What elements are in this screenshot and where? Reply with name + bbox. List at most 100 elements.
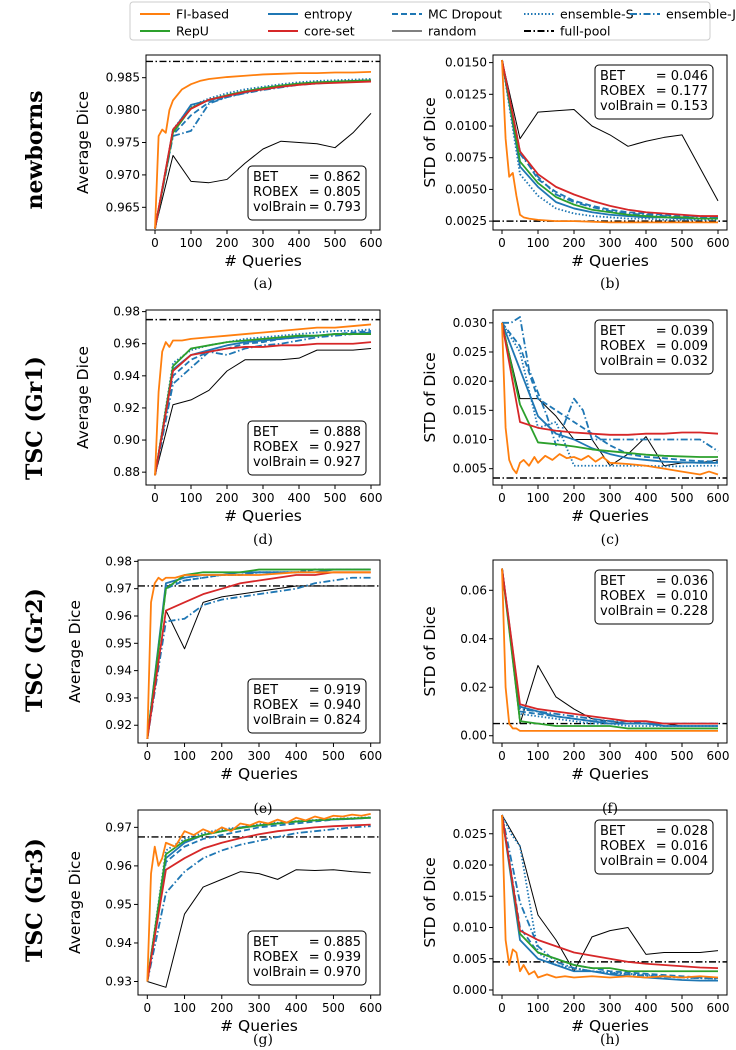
x-tick-label: 200 [563,1001,586,1015]
series-fi [501,60,718,224]
y-tick-label: 0.0100 [445,119,487,133]
y-tick-label: 0.015 [453,403,487,417]
plot-area [138,812,380,988]
y-tick-label: 0.980 [106,103,140,117]
y-tick-label: 0.95 [105,636,132,650]
x-tick-label: 0 [151,491,159,505]
legend-label-entropy: entropy [304,7,353,22]
metric-name: BET [253,935,278,950]
metric-name: volBrain [253,200,306,215]
panel-caption: (b) [600,276,620,292]
y-tick-label: 0.96 [113,337,140,351]
x-tick-label: 300 [599,749,622,763]
series-mcd [501,59,719,219]
series-entropy [501,814,718,982]
x-tick-label: 100 [527,236,550,250]
y-tick-label: 0.985 [106,71,140,85]
y-tick-label: 0.93 [105,975,132,989]
x-tick-label: 500 [324,236,347,250]
plot-area [493,568,727,732]
metric-name: volBrain [600,354,653,369]
y-tick-label: 0.94 [105,936,132,950]
x-tick-label: 300 [252,236,275,250]
x-tick-label: 500 [671,1001,694,1015]
y-tick-label: 0.06 [460,583,487,597]
y-tick-label: 0.97 [105,820,132,834]
y-tick-label: 0.98 [113,305,140,319]
series-repu [146,816,371,982]
y-axis-label: STD of Dice [421,857,439,947]
series-coreset [154,80,372,229]
y-tick-label: 0.94 [105,664,132,678]
series-ens_s [154,78,372,229]
x-axis-label: # Queries [571,1017,649,1035]
metric-value: = 0.010 [656,589,708,604]
x-tick-label: 400 [288,491,311,505]
series-random [154,112,372,229]
x-tick-label: 100 [527,749,550,763]
series-coreset [146,823,371,982]
metric-name: ROBEX [253,698,298,713]
metrics-box-frame [594,819,714,875]
series-ens_js [501,59,718,219]
y-tick-label: 0.0125 [445,87,487,101]
row-label: TSC (Gr2) [22,588,48,712]
x-axis-label: # Queries [224,252,302,270]
y-tick-label: 0.020 [453,374,487,388]
chart-panel-a: 0 100 200 300 400 500 600 0.965 0.970 0.975 0.980 0… [74,54,382,292]
series-ens_js [146,825,371,982]
metric-value: = 0.153 [656,99,708,114]
panel-caption: (e) [253,801,272,817]
y-tick-label: 0.0025 [445,214,487,228]
metric-name: ROBEX [600,839,645,854]
chart-panel-h: 0 100 200 300 400 500 600 0.000 0.005 0.010 0.015 0… [421,809,730,1048]
x-axis-label: # Queries [571,507,649,525]
legend-label-mcd: MC Dropout [428,7,502,22]
metric-value: = 0.046 [656,69,708,84]
panel-caption: (h) [600,1032,620,1048]
series-random [501,814,719,972]
y-tick-label: 0.0050 [445,182,487,196]
x-tick-label: 500 [671,236,694,250]
chart-panel-c: 0 100 200 300 400 500 600 0.005 0.010 0.015 0.020 0… [421,309,729,548]
series-coreset [154,341,372,476]
series-random [147,869,371,988]
x-tick-label: 300 [599,1001,622,1015]
y-axis-label: Average Dice [74,91,92,194]
x-tick-label: 300 [248,749,271,763]
metrics-box-frame [594,319,714,375]
x-axis-label: # Queries [220,765,298,783]
x-tick-label: 0 [498,236,506,250]
metric-name: BET [253,425,278,440]
metric-value: = 0.888 [309,425,361,440]
x-tick-label: 200 [210,749,233,763]
series-ens_js [146,576,371,740]
x-tick-label: 0 [143,749,151,763]
y-axis-label: Average Dice [66,600,84,703]
x-tick-label: 400 [635,749,658,763]
x-tick-label: 400 [288,236,311,250]
series-ens_js [502,316,719,452]
x-axis-label: # Queries [220,1017,298,1035]
x-tick-label: 400 [635,236,658,250]
x-tick-label: 100 [527,491,550,505]
x-tick-label: 600 [707,1001,730,1015]
metric-name: ROBEX [600,589,645,604]
chart-panel-d: 0 100 200 300 400 500 600 0.88 0.90 0.92 0.94 0.96 0… [74,305,382,548]
x-tick-label: 200 [210,1001,233,1015]
legend-label-repu: RepU [176,24,209,39]
metric-name: ROBEX [253,950,298,965]
metric-name: volBrain [600,99,653,114]
y-tick-label: 0.02 [460,680,487,694]
series-fi [501,568,718,732]
row-label: newborns [22,91,48,210]
y-tick-label: 0.98 [105,554,132,568]
x-tick-label: 400 [285,1001,308,1015]
row-label: TSC (Gr1) [22,356,48,480]
x-tick-label: 0 [498,1001,506,1015]
metrics-box-frame [594,569,714,625]
